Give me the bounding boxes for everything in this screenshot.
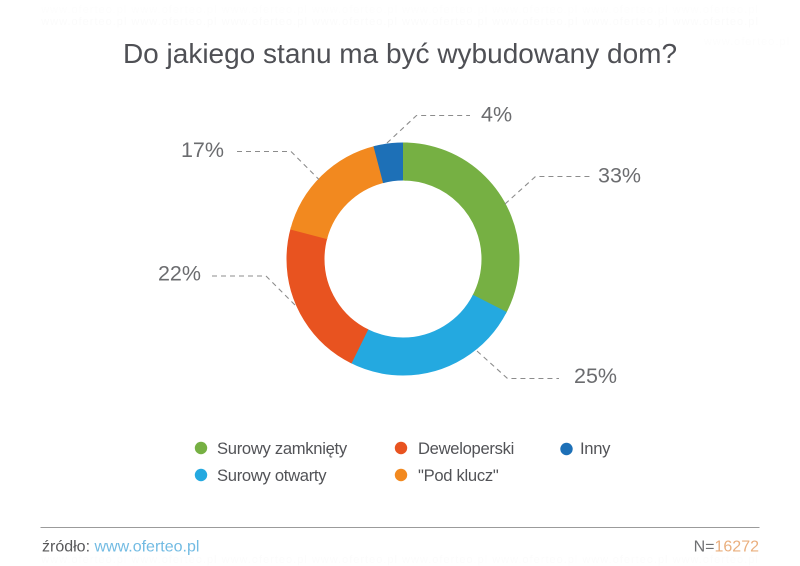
svg-text:22%: 22% — [158, 262, 201, 286]
svg-text:Surowy zamknięty: Surowy zamknięty — [217, 439, 348, 458]
svg-text:Surowy otwarty: Surowy otwarty — [217, 466, 327, 485]
svg-text:"Pod klucz": "Pod klucz" — [418, 466, 499, 485]
svg-text:Do jakiego stanu ma być wybudo: Do jakiego stanu ma być wybudowany dom? — [123, 38, 677, 69]
svg-text:N=16272: N=16272 — [694, 539, 760, 556]
svg-text:4%: 4% — [481, 103, 512, 127]
svg-text:www.oferteo.pl: www.oferteo.pl — [703, 36, 790, 48]
svg-text:17%: 17% — [181, 138, 224, 162]
svg-text:Deweloperski: Deweloperski — [418, 439, 514, 458]
svg-text:33%: 33% — [598, 164, 641, 188]
svg-text:www.oferteo.pl www.oferteo.pl: www.oferteo.pl www.oferteo.pl www.oferte… — [40, 16, 759, 28]
svg-text:źródło: www.oferteo.pl: źródło: www.oferteo.pl — [42, 539, 199, 556]
svg-text:25%: 25% — [574, 364, 617, 388]
svg-text:Inny: Inny — [580, 439, 611, 458]
svg-text:www.oferteo.pl www.oferteo.pl: www.oferteo.pl www.oferteo.pl www.oferte… — [40, 4, 759, 16]
svg-text:www.oferteo.pl www.oferteo.pl: www.oferteo.pl www.oferteo.pl www.oferte… — [40, 554, 759, 566]
